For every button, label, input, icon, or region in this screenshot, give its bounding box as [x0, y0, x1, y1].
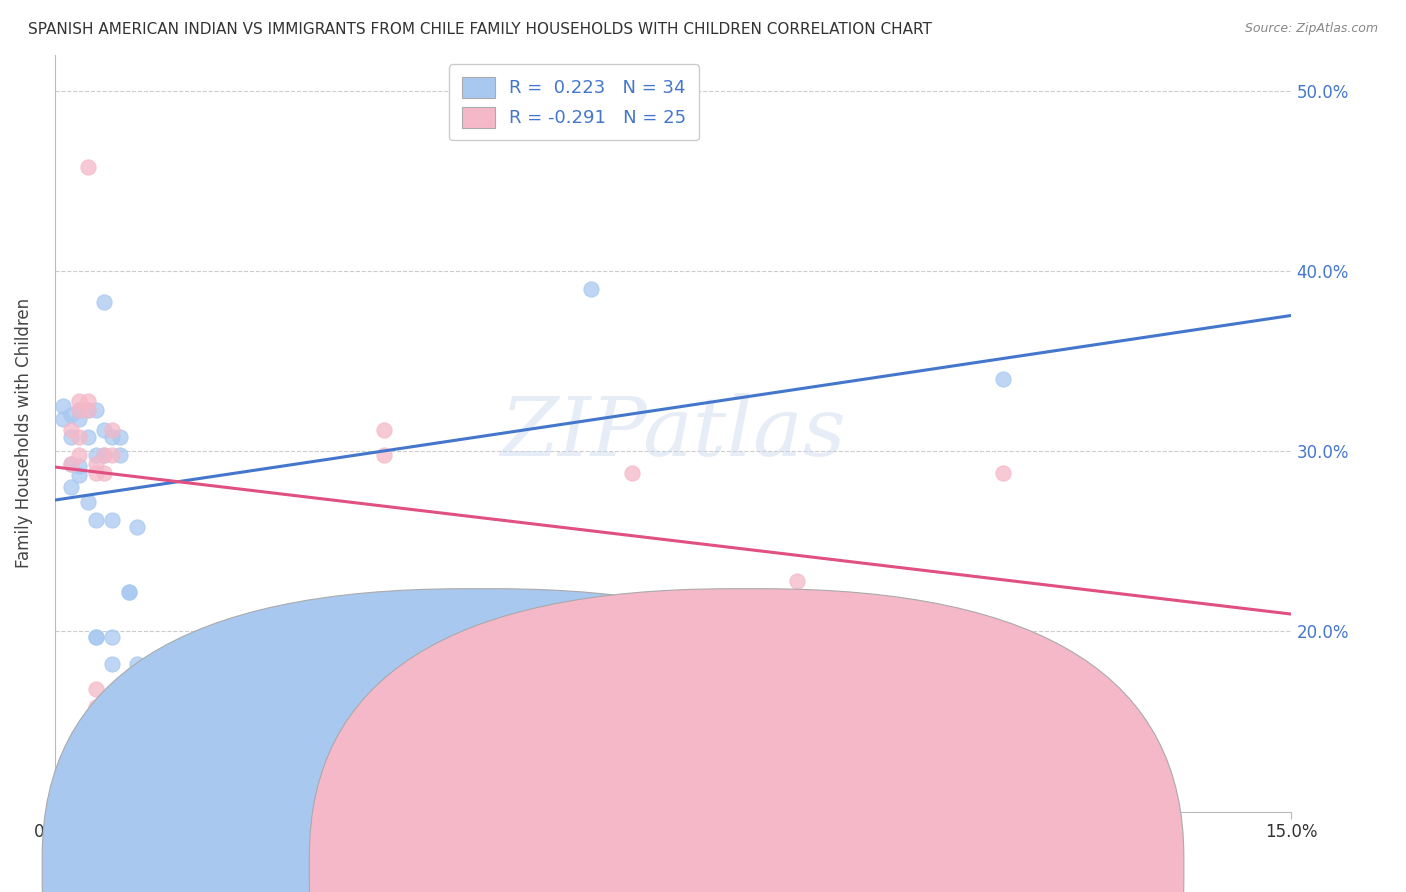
Text: Source: ZipAtlas.com: Source: ZipAtlas.com — [1244, 22, 1378, 36]
Point — [76, 430, 98, 444]
Point — [52, 400, 75, 414]
Point — [60, 480, 83, 494]
Point — [93, 466, 115, 480]
Point — [101, 430, 124, 444]
Point — [84, 700, 107, 714]
Point — [786, 574, 808, 588]
Point — [76, 403, 98, 417]
Point — [579, 282, 602, 296]
Point — [579, 674, 602, 689]
Point — [620, 466, 643, 480]
Point — [125, 657, 148, 671]
Point — [101, 657, 124, 671]
Point — [84, 513, 107, 527]
Point — [84, 630, 107, 644]
Point — [67, 448, 90, 462]
Point — [991, 466, 1014, 480]
Point — [93, 745, 115, 759]
Point — [93, 294, 115, 309]
Legend: R =  0.223   N = 34, R = -0.291   N = 25: R = 0.223 N = 34, R = -0.291 N = 25 — [450, 64, 699, 140]
Point — [84, 466, 107, 480]
Point — [67, 458, 90, 473]
Point — [84, 630, 107, 644]
Point — [84, 457, 107, 471]
Point — [134, 783, 156, 797]
Text: Immigrants from Chile: Immigrants from Chile — [773, 862, 945, 876]
Point — [67, 430, 90, 444]
Text: Spanish American Indians: Spanish American Indians — [506, 862, 704, 876]
Point — [84, 681, 107, 696]
Point — [84, 448, 107, 462]
Point — [991, 372, 1014, 386]
Y-axis label: Family Households with Children: Family Households with Children — [15, 298, 32, 568]
Point — [52, 412, 75, 426]
Point — [101, 513, 124, 527]
Point — [67, 403, 90, 417]
Point — [373, 448, 395, 462]
Point — [110, 430, 132, 444]
Point — [101, 448, 124, 462]
Point — [67, 412, 90, 426]
Point — [76, 403, 98, 417]
Point — [76, 495, 98, 509]
Point — [60, 423, 83, 437]
Point — [579, 657, 602, 671]
Point — [110, 448, 132, 462]
Point — [84, 403, 107, 417]
Point — [93, 448, 115, 462]
Point — [76, 393, 98, 408]
Point — [67, 403, 90, 417]
Point — [76, 160, 98, 174]
Point — [101, 423, 124, 437]
Point — [125, 520, 148, 534]
Point — [60, 457, 83, 471]
Text: SPANISH AMERICAN INDIAN VS IMMIGRANTS FROM CHILE FAMILY HOUSEHOLDS WITH CHILDREN: SPANISH AMERICAN INDIAN VS IMMIGRANTS FR… — [28, 22, 932, 37]
Point — [93, 448, 115, 462]
Point — [67, 393, 90, 408]
Point — [60, 409, 83, 423]
Point — [93, 423, 115, 437]
Point — [118, 584, 141, 599]
Text: ZIPatlas: ZIPatlas — [501, 393, 846, 474]
Point — [118, 584, 141, 599]
Point — [101, 630, 124, 644]
Point — [60, 430, 83, 444]
Point — [67, 467, 90, 482]
Point — [373, 423, 395, 437]
Point — [60, 457, 83, 471]
